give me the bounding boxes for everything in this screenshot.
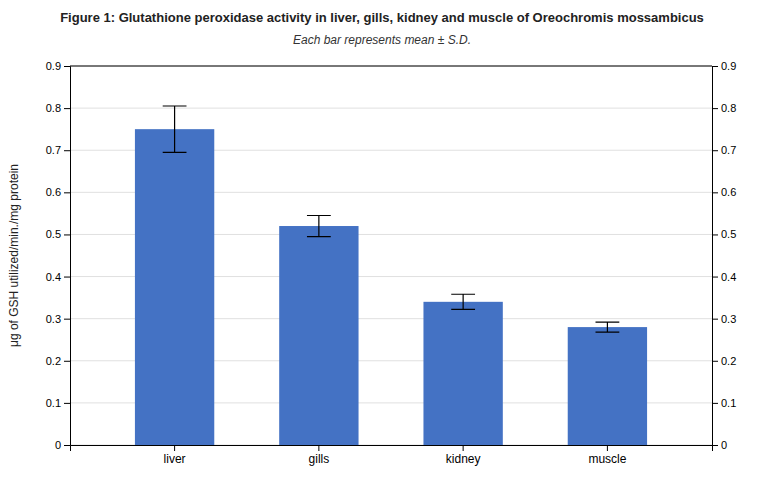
tick-mark [712, 66, 718, 67]
tick-label: 0.9 [46, 60, 61, 72]
bar [568, 327, 647, 445]
tick-mark [712, 403, 718, 404]
tick-mark [607, 445, 608, 451]
tick-mark [712, 108, 718, 109]
tick-label: 0.1 [46, 397, 61, 409]
tick: 0.1 [712, 397, 736, 409]
tick-label: 0.4 [721, 271, 736, 283]
tick-mark [64, 108, 70, 109]
error-bar [163, 106, 187, 152]
tick-mark [712, 319, 718, 320]
grid-line [70, 66, 712, 67]
y-axis: 0 0.1 0.2 0.3 0.4 0.5 0.6 0.7 0.8 0.9 [46, 60, 71, 451]
tick: muscle [588, 445, 626, 466]
tick-mark [64, 66, 70, 67]
tick-mark [64, 277, 70, 278]
error-bar [596, 322, 620, 332]
tick-label: 0.8 [46, 102, 61, 114]
tick: 0.6 [46, 186, 70, 198]
tick: 0.7 [46, 144, 70, 156]
tick-label: muscle [588, 452, 626, 466]
tick-label: 0.3 [721, 313, 736, 325]
tick-label: kidney [446, 452, 481, 466]
tick-label: 0.2 [46, 355, 61, 367]
tick-mark [712, 192, 718, 193]
subtitle: Each bar represents mean ± S.D. [293, 33, 471, 47]
tick-label: 0 [721, 439, 727, 451]
tick: 0.1 [46, 397, 70, 409]
tick-label: 0.2 [721, 355, 736, 367]
tick-label: 0.4 [46, 271, 61, 283]
tick-label: liver [164, 452, 186, 466]
tick: 0.7 [712, 144, 736, 156]
tick: 0 [55, 439, 70, 451]
tick: 0.2 [712, 355, 736, 367]
tick: 0 [712, 439, 727, 451]
tick-mark [712, 277, 718, 278]
axis-line [71, 446, 713, 452]
tick-label: 0.7 [46, 144, 61, 156]
tick-label: 0.3 [46, 313, 61, 325]
tick-label: 0 [55, 439, 61, 451]
tick-mark [64, 150, 70, 151]
tick-mark [174, 445, 175, 451]
tick: kidney [446, 445, 481, 466]
tick: 0.8 [46, 102, 70, 114]
tick: 0.6 [712, 186, 736, 198]
tick-mark [712, 361, 718, 362]
tick-mark [64, 234, 70, 235]
tick-mark [463, 445, 464, 451]
tick: 0.2 [46, 355, 70, 367]
tick: 0.9 [46, 60, 70, 72]
tick-mark [318, 445, 319, 451]
tick-mark [64, 445, 70, 446]
bar [135, 129, 214, 445]
bar [423, 302, 502, 445]
tick-mark [712, 150, 718, 151]
axis-line [64, 67, 71, 446]
tick-mark [64, 403, 70, 404]
bar [279, 226, 358, 445]
tick-mark [64, 361, 70, 362]
tick-label: 0.9 [721, 60, 736, 72]
y-axis-title: μg of GSH utilized/min./mg protein [7, 164, 21, 347]
tick-label: 0.1 [721, 397, 736, 409]
tick-mark [712, 234, 718, 235]
tick: 0.4 [712, 271, 736, 283]
marks [135, 106, 647, 445]
tick-label: gills [309, 452, 330, 466]
tick: 0.9 [712, 60, 736, 72]
tick: 0.3 [712, 313, 736, 325]
tick: 0.3 [46, 313, 70, 325]
chart: Figure 1: Glutathione peroxidase activit… [0, 0, 764, 483]
tick: liver [164, 445, 186, 466]
y2-axis: 0 0.1 0.2 0.3 0.4 0.5 0.6 0.7 0.8 0.9 [712, 60, 736, 451]
frame-line [70, 66, 712, 67]
axis-line [713, 67, 719, 446]
grid [70, 66, 712, 445]
tick: gills [309, 445, 330, 466]
tick-label: 0.8 [721, 102, 736, 114]
tick-label: 0.5 [721, 228, 736, 240]
tick-label: 0.5 [46, 228, 61, 240]
title: Figure 1: Glutathione peroxidase activit… [60, 10, 704, 25]
error-bar [451, 294, 475, 309]
tick-label: 0.7 [721, 144, 736, 156]
tick-mark [64, 319, 70, 320]
tick: 0.5 [712, 228, 736, 240]
tick: 0.5 [46, 228, 70, 240]
tick: 0.8 [712, 102, 736, 114]
tick-label: 0.6 [721, 186, 736, 198]
grid-line [70, 108, 712, 109]
tick: 0.4 [46, 271, 70, 283]
error-bar [307, 215, 331, 236]
tick-mark [64, 192, 70, 193]
x-axis: liver gills kidney muscle [71, 445, 713, 466]
plot: 0 0.1 0.2 0.3 0.4 0.5 0.6 0.7 0.8 0.9 0 0.1 0.2 0.3 0.… [46, 60, 737, 466]
tick-label: 0.6 [46, 186, 61, 198]
